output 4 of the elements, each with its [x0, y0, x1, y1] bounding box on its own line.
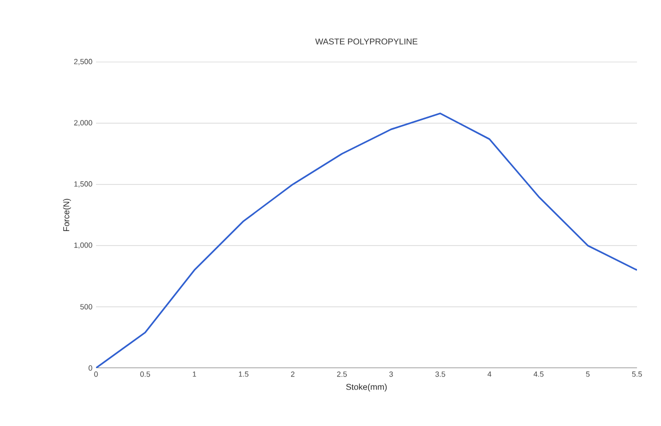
line-series: [96, 112, 638, 368]
x-axis-title: Stoke(mm): [346, 384, 387, 392]
y-axis-title: Force(N): [63, 198, 71, 232]
chart-title: WASTE POLYPROPYLINE: [315, 38, 418, 44]
